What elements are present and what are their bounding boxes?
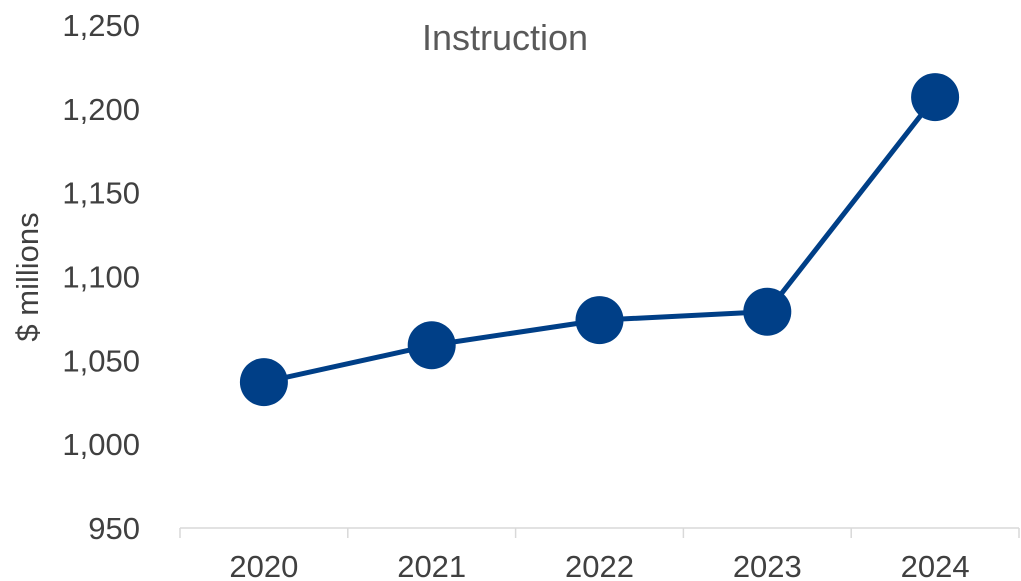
x-tick-label: 2021: [397, 549, 466, 581]
series-group: [239, 73, 960, 407]
chart-title: Instruction: [422, 17, 588, 58]
y-tick-label: 1,100: [62, 260, 140, 295]
x-tick-label: 2020: [229, 549, 298, 581]
y-tick-label: 1,050: [62, 343, 140, 378]
x-axis: [179, 527, 1020, 538]
y-tick-label: 1,150: [62, 176, 140, 211]
data-point-2022: [575, 296, 624, 345]
x-tick-label: 2022: [565, 549, 634, 581]
y-tick-label: 950: [88, 511, 140, 546]
y-tick-label: 1,200: [62, 92, 140, 127]
y-axis-ticks: 950 1,000 1,050 1,100 1,150 1,200 1,250: [62, 8, 140, 546]
data-point-2024: [911, 73, 960, 122]
data-point-2020: [239, 358, 288, 407]
data-point-2021: [407, 321, 456, 370]
data-point-2023: [743, 287, 792, 336]
y-tick-label: 1,000: [62, 427, 140, 462]
x-tick-label: 2023: [733, 549, 802, 581]
y-axis-title: $ millions: [10, 212, 45, 341]
y-tick-label: 1,250: [62, 8, 140, 43]
x-tick-label: 2024: [901, 549, 970, 581]
x-axis-ticks: 2020 2021 2022 2023 2024: [229, 549, 969, 581]
